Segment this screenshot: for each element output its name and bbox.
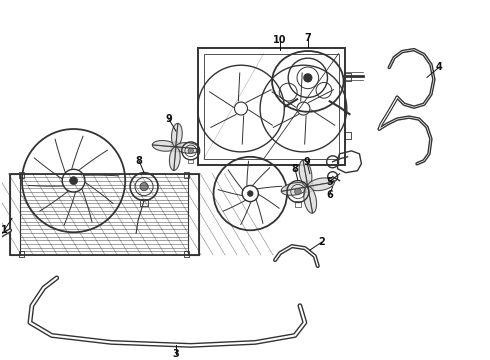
Circle shape — [188, 148, 194, 154]
Bar — [20, 251, 25, 257]
Circle shape — [171, 142, 181, 152]
Bar — [197, 48, 344, 165]
Polygon shape — [176, 147, 199, 153]
Polygon shape — [152, 145, 176, 151]
Bar — [344, 73, 350, 81]
Polygon shape — [281, 186, 308, 195]
Text: 3: 3 — [172, 349, 179, 359]
Bar — [10, 174, 198, 255]
Bar — [344, 131, 350, 139]
Polygon shape — [281, 183, 308, 191]
Bar — [184, 251, 189, 257]
Polygon shape — [176, 143, 199, 149]
Circle shape — [294, 188, 301, 195]
Text: 6: 6 — [326, 189, 333, 199]
Text: 2: 2 — [318, 237, 325, 247]
Bar — [294, 202, 301, 207]
Text: 9: 9 — [166, 114, 172, 124]
Bar — [20, 172, 25, 178]
Polygon shape — [174, 147, 180, 170]
Polygon shape — [308, 186, 317, 213]
Text: 5: 5 — [326, 177, 333, 186]
Bar — [188, 159, 194, 163]
Bar — [204, 54, 339, 159]
Text: 1: 1 — [1, 225, 7, 235]
Bar — [140, 199, 148, 206]
Text: 7: 7 — [304, 33, 311, 43]
Polygon shape — [176, 123, 182, 147]
Circle shape — [302, 181, 314, 192]
Bar — [188, 174, 198, 255]
Text: 10: 10 — [273, 35, 287, 45]
Text: 4: 4 — [436, 63, 442, 72]
Circle shape — [247, 191, 253, 196]
Polygon shape — [303, 160, 312, 186]
Polygon shape — [308, 178, 334, 186]
Bar — [10, 174, 21, 255]
Text: 8: 8 — [136, 156, 143, 166]
Polygon shape — [299, 160, 308, 186]
Text: 9: 9 — [303, 157, 310, 167]
Circle shape — [70, 177, 77, 185]
Polygon shape — [170, 147, 176, 170]
Circle shape — [140, 183, 148, 191]
Polygon shape — [152, 140, 176, 147]
Bar — [184, 172, 189, 178]
Polygon shape — [172, 123, 178, 147]
Circle shape — [304, 74, 312, 82]
Polygon shape — [304, 186, 313, 213]
Polygon shape — [308, 182, 335, 191]
Text: 8: 8 — [292, 164, 298, 174]
